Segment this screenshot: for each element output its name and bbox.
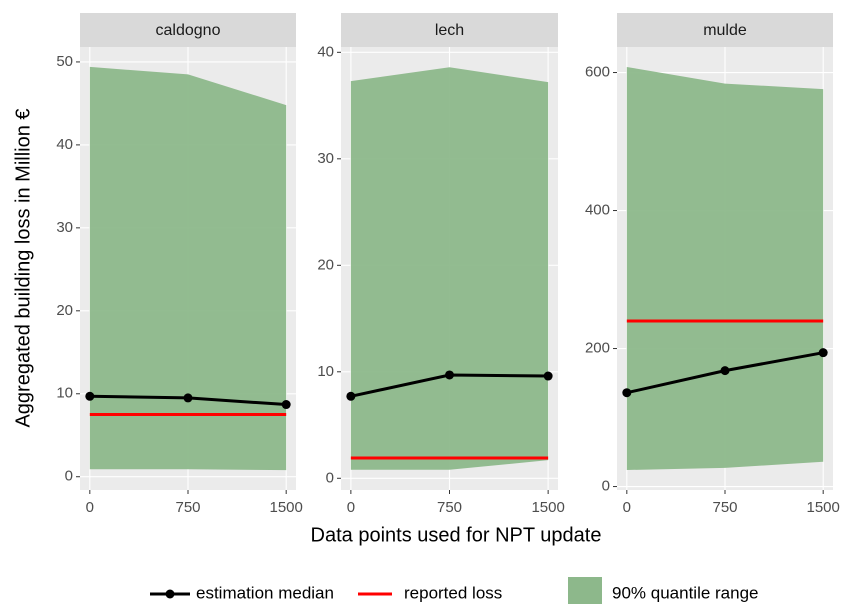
median-point (543, 371, 553, 381)
median-point (183, 393, 193, 403)
median-point (622, 388, 632, 398)
strip-background (80, 13, 296, 47)
x-tick-label: 1500 (806, 499, 839, 516)
x-tick-label: 750 (175, 499, 200, 516)
y-tick-label: 20 (317, 256, 334, 273)
y-axis-title: Aggregated building loss in Million € (12, 108, 34, 427)
y-tick-label: 200 (585, 340, 610, 357)
y-tick-label: 10 (56, 385, 73, 402)
median-point (818, 348, 828, 358)
x-tick-label: 750 (712, 499, 737, 516)
strip-title: caldogno (156, 22, 221, 39)
quantile-band (89, 66, 287, 471)
x-tick-label: 1500 (531, 499, 564, 516)
y-tick-label: 30 (56, 219, 73, 236)
strip-background (341, 13, 558, 47)
y-tick-label: 10 (317, 363, 334, 380)
strip-title: lech (435, 22, 464, 39)
legend-label: estimation median (196, 583, 334, 602)
y-tick-label: 40 (317, 43, 334, 60)
y-tick-label: 0 (65, 468, 73, 485)
legend-label: 90% quantile range (612, 583, 759, 602)
strip-background (617, 13, 833, 47)
legend-key (568, 577, 602, 604)
x-tick-label: 0 (86, 499, 94, 516)
legend-label: reported loss (404, 583, 502, 602)
y-tick-label: 50 (56, 53, 73, 70)
y-tick-label: 40 (56, 136, 73, 153)
x-tick-label: 0 (347, 499, 355, 516)
quantile-band (350, 67, 549, 470)
y-tick-label: 0 (326, 469, 334, 486)
y-tick-label: 400 (585, 202, 610, 219)
median-point (281, 400, 291, 410)
x-axis-title: Data points used for NPT update (311, 524, 602, 546)
strip-title: mulde (703, 22, 747, 39)
y-tick-label: 20 (56, 302, 73, 319)
quantile-band (626, 67, 824, 470)
y-tick-label: 30 (317, 150, 334, 167)
y-tick-label: 600 (585, 63, 610, 80)
median-point (346, 391, 356, 401)
median-point (445, 370, 454, 380)
x-tick-label: 1500 (269, 499, 302, 516)
x-tick-label: 0 (623, 499, 631, 516)
legend-key (165, 589, 175, 599)
x-tick-label: 750 (437, 499, 462, 516)
y-tick-label: 0 (602, 478, 610, 495)
median-point (720, 366, 730, 376)
median-point (85, 391, 95, 401)
